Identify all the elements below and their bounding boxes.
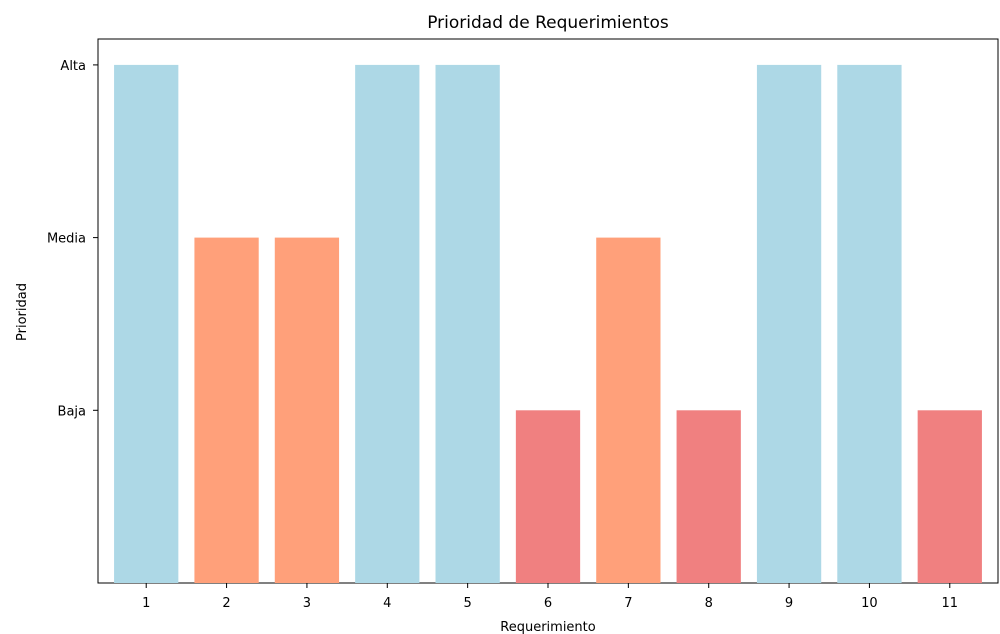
x-tick-label-6: 6 <box>544 596 552 611</box>
x-tick-label-8: 8 <box>705 596 713 611</box>
x-axis: 1 2 3 4 5 6 7 8 9 10 11 <box>142 583 958 611</box>
bar-1 <box>114 64 179 583</box>
x-axis-label: Requerimiento <box>500 620 596 634</box>
bar-7 <box>596 237 661 583</box>
y-axis: Baja Media Alta <box>47 59 98 419</box>
bar-11 <box>917 410 982 583</box>
x-tick-label-11: 11 <box>942 596 959 611</box>
y-tick-label-alta: Alta <box>60 59 86 74</box>
x-tick-label-4: 4 <box>383 596 391 611</box>
bar-8 <box>676 410 741 583</box>
bars-group <box>114 64 982 583</box>
x-tick-label-9: 9 <box>785 596 793 611</box>
bar-5 <box>435 64 500 583</box>
bar-4 <box>355 64 420 583</box>
x-tick-label-7: 7 <box>624 596 632 611</box>
x-tick-label-10: 10 <box>861 596 878 611</box>
x-tick-label-1: 1 <box>142 596 150 611</box>
x-tick-label-2: 2 <box>222 596 230 611</box>
chart-title: Prioridad de Requerimientos <box>427 13 669 33</box>
bar-6 <box>515 410 581 583</box>
bar-10 <box>837 64 902 583</box>
y-axis-label: Prioridad <box>15 283 30 341</box>
y-tick-label-media: Media <box>47 232 86 247</box>
bar-9 <box>756 64 822 583</box>
bar-2 <box>194 237 259 583</box>
x-tick-label-3: 3 <box>303 596 311 611</box>
bar-3 <box>274 237 340 583</box>
y-tick-label-baja: Baja <box>58 404 86 419</box>
x-tick-label-5: 5 <box>464 596 472 611</box>
